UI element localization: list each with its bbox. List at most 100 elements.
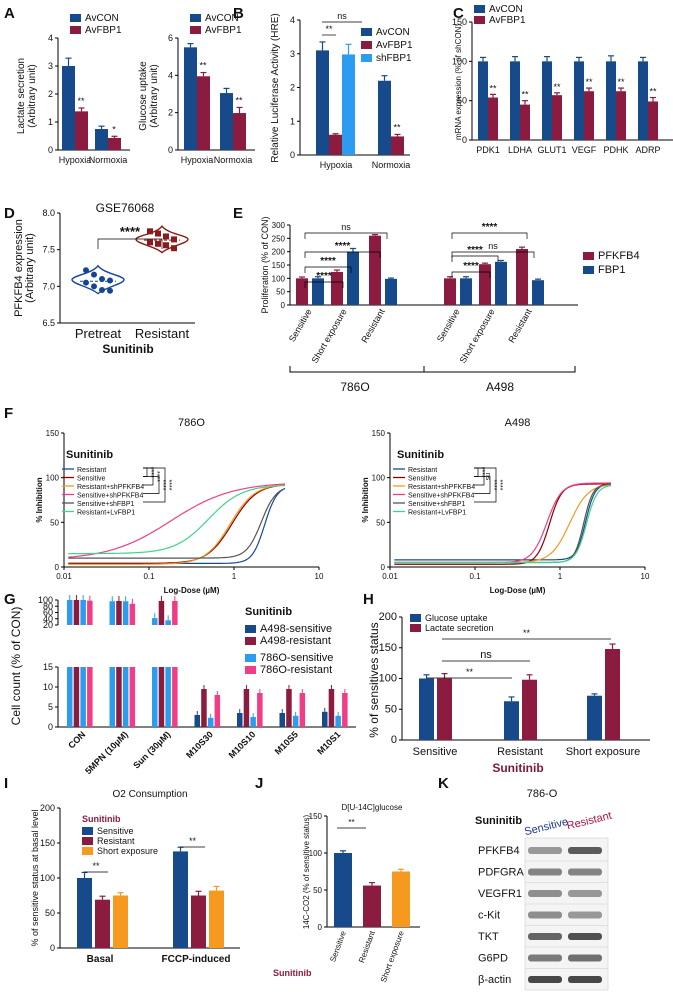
G-bar-lower bbox=[73, 667, 80, 727]
B-legend-entry: AvCON bbox=[376, 27, 410, 38]
F2-sig-bracket bbox=[474, 467, 479, 477]
F1-legend-entry: Sensitive bbox=[77, 476, 106, 483]
B-xtick-label: Normoxia bbox=[372, 160, 411, 170]
H-legend-entry: Lactate secretion bbox=[425, 623, 494, 633]
E-ytick-label: 200 bbox=[272, 248, 286, 257]
C-bar bbox=[478, 61, 488, 141]
I-bar bbox=[95, 899, 110, 948]
E-ytick-label: 100 bbox=[272, 274, 286, 283]
panel-label-K: K bbox=[438, 775, 449, 792]
H-bar bbox=[522, 679, 537, 740]
B-legend-entry: AvFBP1 bbox=[376, 40, 413, 51]
D-point bbox=[99, 287, 105, 293]
G-bar bbox=[257, 693, 263, 727]
G-xtick-label: Sun (30µM) bbox=[131, 729, 172, 770]
G-bar-upper bbox=[116, 600, 122, 625]
G-legend-entry: A498-sensitive bbox=[260, 623, 332, 635]
H-xlabel: Sunitinib bbox=[492, 761, 543, 775]
E-bar bbox=[347, 251, 359, 305]
E-ylabel: Proliferation (% of CON) bbox=[260, 216, 270, 313]
C-bar bbox=[552, 95, 562, 140]
blot-lane-resistant: Resistant bbox=[566, 810, 613, 833]
H-legend-swatch bbox=[410, 624, 421, 632]
C-legend-swatch bbox=[474, 5, 485, 13]
F2-legend-entry: Sensitive+shFBP1 bbox=[408, 501, 465, 508]
H-bar bbox=[504, 701, 519, 740]
H-ytick-label: 0 bbox=[391, 734, 397, 746]
blot-band bbox=[568, 954, 602, 962]
F1-sig-text: **** bbox=[147, 467, 154, 478]
blot-protein-label: PFKFB4 bbox=[478, 845, 520, 857]
D-point bbox=[155, 240, 161, 247]
F1-xtick-label: 0.01 bbox=[56, 572, 72, 581]
panel-label-H: H bbox=[363, 591, 374, 608]
D-violin bbox=[135, 225, 189, 254]
F1-xlabel: Log-Dose (µM) bbox=[164, 586, 220, 595]
H-ytick-label: 50 bbox=[385, 703, 397, 715]
G-legend-swatch bbox=[245, 625, 256, 633]
E-sig-7-text: **** bbox=[482, 222, 498, 233]
chart-F1: 0 50 100 150 0.01 0.1 1 10 Log-Dose (µM) % Inhibi… bbox=[35, 417, 324, 595]
J-ytick-label: 150 bbox=[309, 812, 323, 821]
C-xtick-label: GLUT1 bbox=[537, 145, 566, 155]
D-violin bbox=[71, 264, 125, 295]
B-legend-entry: shFBP1 bbox=[376, 53, 412, 64]
I-xtick-label: Basal bbox=[87, 954, 114, 965]
G-bar-upper bbox=[67, 600, 73, 625]
panel-label-A: A bbox=[4, 5, 15, 22]
E-sig-8-text: ns bbox=[488, 241, 498, 251]
F1-drug: Sunitinib bbox=[66, 449, 113, 461]
blot-band bbox=[528, 933, 562, 940]
I-bar bbox=[191, 895, 206, 948]
A2-legend-entry: AvCON bbox=[205, 13, 239, 24]
blot-band bbox=[568, 976, 602, 983]
F2-xtick-label: 0.1 bbox=[469, 572, 481, 581]
B-bar bbox=[342, 54, 355, 155]
G-ytick-label: 5 bbox=[48, 702, 53, 712]
G-bar bbox=[214, 695, 221, 727]
G-ytick-label: 100 bbox=[38, 595, 53, 605]
I-legend-entry: Sensitive bbox=[97, 826, 134, 836]
panel-label-E: E bbox=[233, 205, 243, 222]
G-bar-lower bbox=[129, 667, 136, 727]
E-sig-8-line bbox=[451, 251, 535, 258]
E-xtick-label: Short exposure bbox=[458, 307, 497, 365]
F1-ylabel: % Inhibition bbox=[35, 477, 44, 522]
F1-xtick-label: 1 bbox=[232, 572, 237, 581]
J-sig-text: ** bbox=[348, 818, 354, 827]
A1-bar bbox=[75, 111, 88, 150]
D-point bbox=[91, 283, 97, 290]
I-xtick-label: FCCP-induced bbox=[162, 954, 231, 965]
E-group-bracket bbox=[289, 366, 425, 373]
F2-ytick-label: 50 bbox=[376, 518, 385, 527]
G-bar-lower bbox=[80, 667, 86, 727]
F1-xtick-label: 0.1 bbox=[143, 572, 155, 581]
F2-sig-text: **** bbox=[478, 467, 485, 478]
G-bar-lower bbox=[67, 667, 73, 727]
F1-curve bbox=[68, 484, 286, 565]
C-ylabel: mRNA expression (% of shCON) bbox=[454, 24, 463, 140]
E-sig-3-text: **** bbox=[335, 241, 351, 252]
G-bar bbox=[194, 715, 200, 727]
E-sig-5-line bbox=[451, 271, 491, 278]
B-bar bbox=[316, 50, 329, 155]
F1-xtick-label: 10 bbox=[315, 572, 324, 581]
E-xtick-label: Sensitive bbox=[435, 307, 462, 344]
H-legend-swatch bbox=[410, 614, 421, 622]
B-ylabel: Relative Luciferase Activity (HRE) bbox=[270, 13, 281, 163]
F2-sig-text: **** bbox=[490, 480, 497, 491]
G-bar-lower bbox=[172, 667, 178, 727]
F2-sig-text: **** bbox=[496, 480, 503, 491]
A2-bar bbox=[184, 47, 197, 151]
D-ytick-label: 8.0 bbox=[42, 208, 55, 218]
blot-band bbox=[528, 911, 562, 919]
B-bar bbox=[391, 136, 404, 155]
J-ytick-label: 100 bbox=[309, 849, 323, 858]
E-legend-entry: FBP1 bbox=[598, 264, 626, 276]
G-bar-lower bbox=[87, 667, 93, 727]
E-sig-7-line bbox=[451, 232, 528, 239]
panel-label-B: B bbox=[233, 5, 244, 22]
blot-protein-label: c-Kit bbox=[478, 910, 500, 922]
B-xtick-label: Hypoxia bbox=[320, 160, 353, 170]
